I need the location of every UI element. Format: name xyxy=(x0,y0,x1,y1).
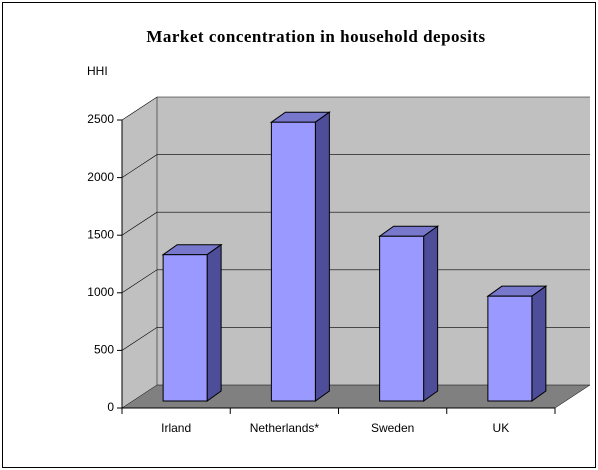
y-tick-label: 500 xyxy=(94,343,114,357)
chart-title: Market concentration in household deposi… xyxy=(146,27,485,46)
y-tick-label: 2500 xyxy=(87,112,114,126)
grid-line xyxy=(121,154,590,178)
y-tick-label: 1500 xyxy=(87,227,114,241)
y-tick-label: 0 xyxy=(107,400,114,414)
bar xyxy=(269,111,331,402)
bar-side xyxy=(206,243,222,402)
bar xyxy=(486,285,548,402)
grid-line xyxy=(121,96,590,121)
x-tick-label: Sweden xyxy=(371,421,414,435)
y-axis-label: HHI xyxy=(87,64,108,78)
x-tick-label: Netherlands* xyxy=(250,421,320,435)
grid-line xyxy=(121,327,590,351)
bar-side xyxy=(423,225,439,402)
bar-front xyxy=(270,121,316,402)
bar xyxy=(161,243,223,402)
grid-line xyxy=(121,269,590,294)
bar-front xyxy=(487,295,533,402)
bar xyxy=(378,225,440,402)
bar-side xyxy=(531,285,547,402)
back-wall xyxy=(122,97,590,408)
x-tick-label: Irland xyxy=(161,421,191,435)
y-tick-label: 2000 xyxy=(87,170,114,184)
y-tick-label: 1000 xyxy=(87,285,114,299)
grid-line xyxy=(121,211,590,236)
bar-front xyxy=(162,254,208,402)
bar-front xyxy=(379,235,425,402)
x-tick-label: UK xyxy=(493,421,510,435)
bar-side xyxy=(314,111,330,402)
